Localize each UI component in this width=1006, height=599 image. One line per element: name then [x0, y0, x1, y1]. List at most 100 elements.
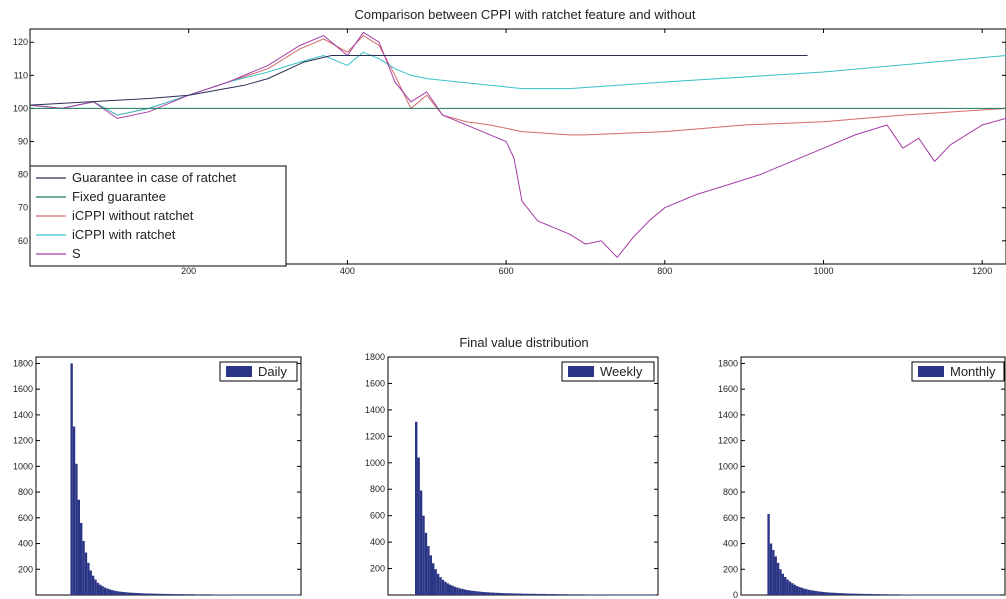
monthly-bar: [952, 594, 956, 596]
cppi-y-tick-label: 80: [18, 170, 28, 180]
daily-bar: [297, 594, 300, 596]
monthly-bar: [838, 593, 842, 595]
daily-bar: [142, 593, 145, 595]
monthly-bar: [917, 594, 920, 596]
daily-bar: [177, 594, 181, 595]
monthly-y-tick-label: 800: [723, 487, 738, 497]
daily-bar: [72, 426, 76, 595]
monthly-y-tick-label: 400: [723, 539, 738, 549]
daily-bar: [244, 594, 247, 596]
daily-bar: [168, 593, 171, 595]
monthly-bar: [898, 594, 901, 596]
monthly-bar: [767, 513, 770, 595]
cppi-y-tick-label: 110: [14, 70, 28, 80]
cppi-x-tick-label: 200: [181, 266, 196, 276]
monthly-bar: [786, 579, 789, 595]
daily-bar: [156, 593, 159, 595]
weekly-bar: [504, 593, 508, 595]
monthly-bar: [969, 594, 972, 596]
weekly-bar: [592, 594, 595, 596]
daily-legend-swatch: [226, 366, 252, 377]
daily-bar: [94, 579, 97, 595]
daily-bar: [256, 594, 259, 596]
monthly-bar: [936, 594, 939, 596]
monthly-bar: [852, 593, 856, 595]
daily-bar: [84, 552, 88, 595]
monthly-legend-swatch: [918, 366, 944, 377]
weekly-bar: [446, 583, 450, 595]
daily-bar: [113, 590, 116, 595]
monthly-bar: [812, 590, 815, 595]
weekly-bar: [653, 594, 656, 596]
monthly-y-tick-label: 600: [723, 513, 738, 523]
monthly-bar: [886, 594, 889, 596]
cppi-x-tick-label: 800: [657, 266, 672, 276]
weekly-bar: [611, 594, 615, 596]
monthly-bar: [905, 594, 908, 596]
weekly-bar: [495, 592, 498, 595]
cppi-comparison-chart: Comparison between CPPI with ratchet fea…: [13, 7, 1006, 276]
monthly-bar: [945, 594, 948, 596]
daily-y-axis: 200 400 600 800 1000 1200 1400 1600 1800: [13, 358, 301, 574]
weekly-bar: [597, 594, 600, 596]
weekly-bar: [509, 593, 513, 595]
cppi-legend: Guarantee in case of ratchet Fixed guara…: [29, 165, 287, 267]
weekly-bar: [619, 594, 622, 596]
monthly-bar: [959, 594, 963, 596]
monthly-bar: [836, 592, 839, 595]
daily-bar: [242, 594, 245, 596]
cppi-series-icppi-without-ratchet: [29, 34, 1006, 136]
daily-bar: [268, 594, 271, 596]
monthly-y-tick-label: 1400: [718, 410, 738, 420]
weekly-bar: [534, 593, 537, 595]
daily-bar: [223, 594, 226, 596]
weekly-legend: Weekly: [561, 361, 655, 382]
weekly-bar: [487, 592, 491, 595]
monthly-bar: [850, 593, 853, 595]
daily-bar: [127, 592, 131, 595]
weekly-bar: [526, 593, 530, 595]
monthly-bar: [788, 581, 792, 595]
monthly-bar: [931, 594, 934, 596]
weekly-bar: [633, 594, 637, 596]
monthly-bar: [841, 593, 844, 595]
daily-bar: [132, 592, 135, 595]
daily-bar: [118, 591, 121, 595]
weekly-bar: [463, 589, 467, 595]
monthly-bar: [784, 576, 787, 595]
monthly-bar: [976, 594, 979, 596]
daily-legend: Daily: [219, 361, 298, 382]
daily-y-tick-label: 1200: [13, 436, 33, 446]
weekly-bar: [507, 593, 510, 595]
daily-bar: [101, 586, 104, 595]
daily-bar: [292, 594, 295, 596]
monthly-bar: [774, 556, 777, 595]
cppi-x-tick-label: 1200: [972, 266, 992, 276]
weekly-bar: [623, 594, 627, 596]
daily-bar: [187, 594, 190, 596]
monthly-bar: [981, 594, 984, 596]
cppi-y-tick-label: 70: [18, 203, 28, 213]
monthly-bar: [855, 593, 858, 595]
monthly-bar: [971, 594, 975, 596]
daily-bar: [289, 594, 293, 596]
monthly-bar: [964, 594, 967, 596]
monthly-bar: [824, 592, 827, 595]
monthly-bar: [962, 594, 965, 596]
monthly-bar: [857, 593, 861, 595]
weekly-y-tick-label: 400: [370, 537, 385, 547]
daily-bar: [213, 594, 216, 596]
weekly-bar: [648, 594, 651, 596]
monthly-bar: [800, 587, 804, 595]
monthly-bar: [990, 594, 994, 596]
daily-bar: [294, 594, 298, 596]
weekly-bar: [453, 586, 457, 595]
weekly-bar: [609, 594, 612, 596]
daily-bar: [287, 594, 290, 596]
monthly-bar: [921, 594, 925, 596]
weekly-bar: [524, 593, 527, 595]
daily-bar: [153, 593, 157, 595]
monthly-bar: [810, 590, 813, 595]
daily-y-tick-label: 1000: [13, 461, 33, 471]
